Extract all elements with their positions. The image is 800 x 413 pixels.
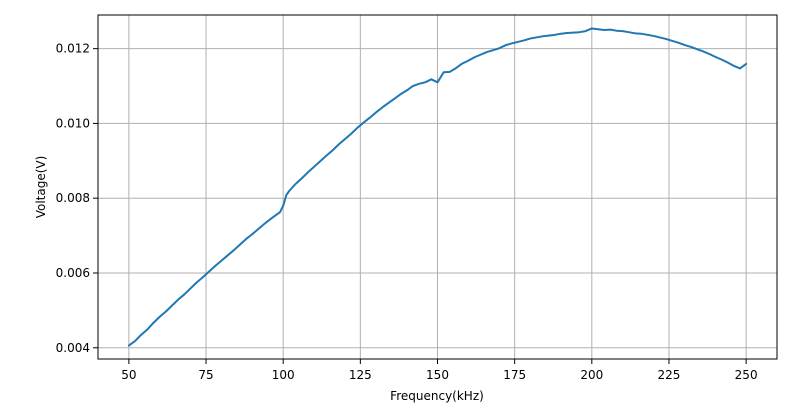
series-layer xyxy=(127,27,748,347)
x-tick-label: 200 xyxy=(580,368,603,382)
x-axis: 50 75 100 125 150 175 200 225 250 xyxy=(121,359,758,382)
y-tick-label: 0.010 xyxy=(56,116,90,130)
x-tick-label: 225 xyxy=(658,368,681,382)
grid-layer xyxy=(98,15,777,359)
x-tick-label: 250 xyxy=(735,368,758,382)
x-tick-label: 100 xyxy=(272,368,295,382)
y-axis-label: Voltage(V) xyxy=(34,156,48,219)
x-tick-label: 50 xyxy=(121,368,136,382)
y-tick-label: 0.004 xyxy=(56,341,90,355)
x-tick-label: 75 xyxy=(198,368,213,382)
x-axis-label: Frequency(kHz) xyxy=(390,389,484,403)
y-tick-label: 0.006 xyxy=(56,266,90,280)
y-axis: 0.004 0.006 0.008 0.010 0.012 xyxy=(56,42,98,355)
x-tick-label: 150 xyxy=(426,368,449,382)
y-tick-label: 0.012 xyxy=(56,42,90,56)
x-tick-label: 125 xyxy=(349,368,372,382)
x-tick-label: 175 xyxy=(503,368,526,382)
y-tick-label: 0.008 xyxy=(56,191,90,205)
series-line xyxy=(127,27,748,347)
